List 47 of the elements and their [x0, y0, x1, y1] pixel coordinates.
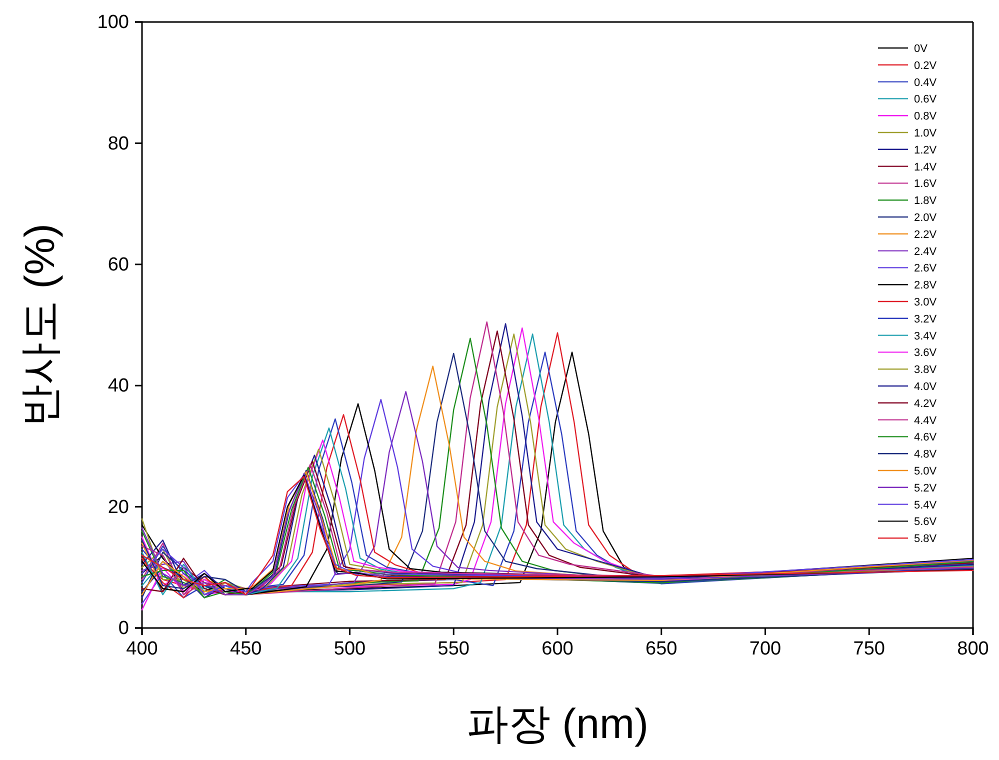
legend-label: 2.8V: [914, 280, 938, 292]
legend-label: 3.2V: [914, 313, 938, 326]
legend-label: 4.6V: [914, 432, 938, 444]
legend-label: 2.2V: [914, 228, 938, 241]
legend-label: 1.0V: [914, 128, 938, 140]
x-axis-title: 파장 (nm): [466, 700, 648, 747]
legend-label: 2.4V: [914, 246, 938, 258]
x-tick-label: 800: [957, 638, 989, 660]
x-tick-label: 750: [853, 638, 885, 660]
x-tick-label: 650: [646, 638, 678, 660]
legend-label: 5.4V: [914, 499, 938, 512]
x-tick-label: 400: [126, 638, 158, 660]
y-axis-title: 반사도 (%): [16, 224, 63, 426]
legend-label: 0.6V: [914, 94, 938, 106]
x-tick-label: 700: [749, 638, 782, 660]
legend-label: 4.2V: [914, 398, 938, 410]
legend-label: 0.4V: [914, 76, 938, 89]
y-tick-label: 80: [108, 133, 129, 154]
x-tick-label: 600: [542, 638, 574, 660]
y-tick-label: 60: [108, 254, 129, 276]
y-tick-label: 100: [97, 12, 129, 34]
y-tick-label: 40: [108, 376, 129, 397]
legend-label: 3.0V: [914, 296, 938, 308]
legend-label: 5.6V: [914, 516, 938, 528]
legend-label: 1.6V: [914, 178, 938, 190]
legend-label: 1.2V: [914, 144, 938, 156]
legend-label: 2.6V: [914, 262, 938, 275]
legend-label: 1.8V: [914, 195, 938, 208]
x-tick-label: 500: [334, 638, 366, 660]
legend-label: 3.6V: [914, 347, 938, 360]
legend-label: 4.8V: [914, 448, 938, 461]
y-tick-label: 0: [118, 618, 129, 640]
legend-label: 3.4V: [914, 330, 938, 342]
legend-label: 0.8V: [914, 110, 938, 123]
legend-label: 5.8V: [914, 533, 938, 546]
legend-label: 1.4V: [914, 161, 938, 174]
x-tick-label: 450: [230, 638, 262, 660]
legend-label: 5.0V: [914, 466, 938, 478]
legend-label: 3.8V: [914, 364, 938, 376]
legend-label: 2.0V: [914, 212, 938, 224]
legend-label: 0V: [914, 43, 928, 55]
legend-label: 0.2V: [914, 60, 938, 72]
y-tick-label: 20: [108, 496, 129, 518]
legend-label: 5.2V: [914, 482, 938, 494]
x-tick-label: 550: [438, 638, 470, 660]
legend-label: 4.0V: [914, 381, 938, 393]
legend-label: 4.4V: [914, 414, 938, 427]
